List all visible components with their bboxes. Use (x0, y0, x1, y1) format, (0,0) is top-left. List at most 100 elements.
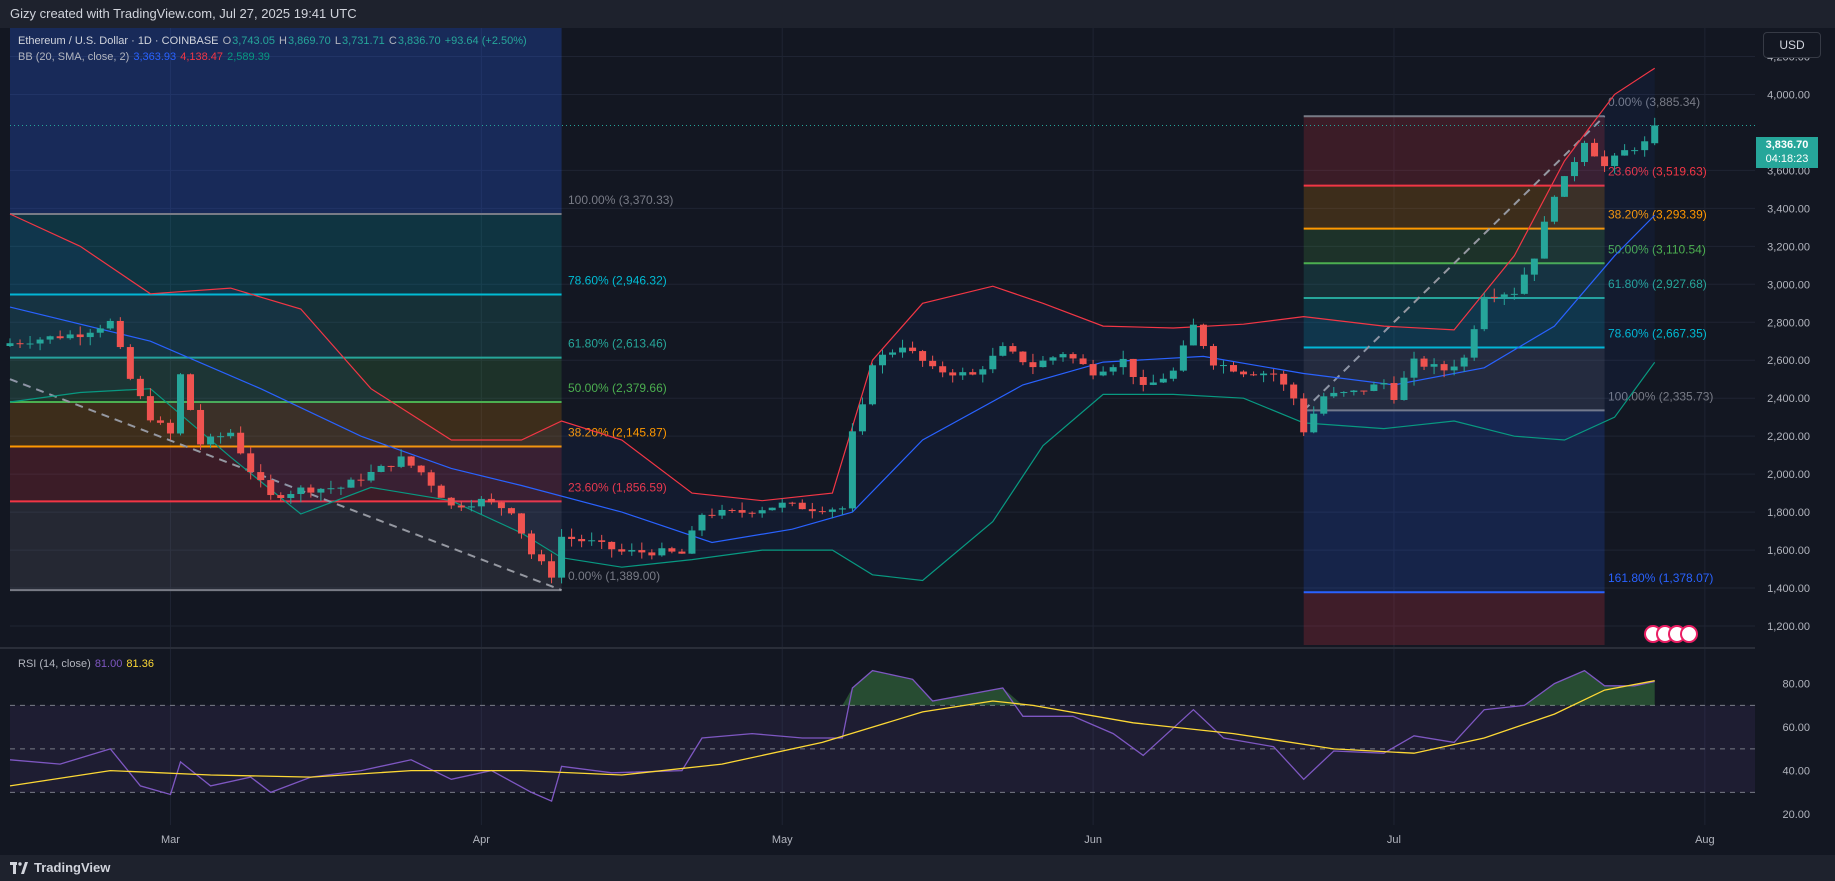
fibonacci-retracements[interactable]: 100.00% (3,370.33) 78.60% (2,946.32) 61.80… (9, 28, 1713, 645)
candle-body (1380, 383, 1388, 385)
candle-body (1079, 358, 1087, 365)
candle-body (497, 502, 505, 509)
fib-2-level-label: 100.00% (2,335.73) (1608, 389, 1713, 403)
candle-body (999, 346, 1007, 356)
candle-body (1360, 390, 1368, 392)
candle-body (217, 436, 225, 438)
high-value: 3,869.70 (287, 35, 331, 47)
candle-body (1450, 366, 1458, 371)
candle-body (237, 432, 245, 454)
candle-body (788, 502, 796, 504)
candle-body (36, 339, 44, 344)
candle-body (327, 488, 335, 490)
fib-2-zone (1303, 347, 1605, 411)
candle-body (1330, 392, 1338, 397)
symbol-legend: Ethereum / U.S. Dollar · 1D · COINBASE O… (18, 35, 528, 47)
candle-body (538, 554, 546, 562)
candle-body (1099, 371, 1107, 376)
price-tick-label: 1,400.00 (1767, 583, 1810, 595)
candle-body (1240, 371, 1248, 375)
candle-body (86, 332, 94, 338)
candle-body (247, 453, 255, 473)
time-tick-label: Jul (1387, 834, 1401, 846)
time-axis[interactable]: Mar Apr May Jun Jul Aug (161, 834, 1715, 846)
candle-body (1310, 413, 1318, 433)
event-flag-icon[interactable] (1680, 625, 1698, 643)
fib-extension-zone (10, 28, 562, 214)
candle-body (929, 360, 937, 367)
candle-body (1460, 357, 1468, 367)
candle-body (1260, 373, 1268, 376)
candle-body (1510, 293, 1518, 295)
candle-body (1581, 142, 1589, 163)
candle-body (257, 472, 265, 481)
candle-body (1480, 296, 1488, 330)
price-tick-label: 1,800.00 (1767, 507, 1810, 519)
candle-body (1560, 176, 1568, 197)
candle-body (307, 487, 315, 493)
candle-body (1591, 142, 1599, 157)
candle-body (568, 536, 576, 540)
bb-legend: BB (20, SMA, close, 2) 3,363.93 4,138.47… (18, 51, 271, 63)
bb-basis-value: 3,363.93 (133, 51, 177, 63)
candle-body (558, 536, 566, 578)
candle-body (1570, 162, 1578, 177)
candle-body (387, 465, 395, 467)
rsi-tick-label: 60.00 (1782, 722, 1810, 734)
candle-body (989, 355, 997, 370)
rsi-ma-value: 81.36 (126, 658, 154, 670)
fib-extension-zone (1303, 592, 1605, 645)
chart-canvas[interactable]: 100.00% (3,370.33) 78.60% (2,946.32) 61.80… (0, 28, 1835, 855)
currency-button[interactable]: USD (1763, 32, 1821, 58)
candle-body (748, 512, 756, 514)
price-tick-label: 2,800.00 (1767, 317, 1810, 329)
candle-body (979, 369, 987, 375)
candle-body (1139, 376, 1147, 385)
candle-body (1049, 357, 1057, 361)
economic-events-icon[interactable] (1644, 625, 1698, 645)
candle-body (1400, 377, 1408, 400)
fib-2-level-label: 61.80% (2,927.68) (1608, 277, 1707, 291)
candle-body (1550, 196, 1558, 222)
candle-body (16, 343, 24, 345)
candle-body (187, 374, 195, 410)
candle-body (1109, 367, 1117, 372)
candle-body (688, 530, 696, 554)
rsi-overbought-fill (10, 670, 1655, 706)
candle-body (1199, 324, 1207, 347)
candle-body (116, 320, 124, 348)
candle-body (1149, 382, 1157, 385)
candle-body (1159, 378, 1167, 383)
bb-fill (10, 68, 1655, 581)
candle-body (106, 320, 114, 329)
candle-body (1641, 141, 1649, 151)
candle-body (1340, 392, 1348, 394)
candle-body (919, 351, 927, 361)
candle-body (1179, 345, 1187, 371)
candle-body (1039, 360, 1047, 368)
candle-body (227, 432, 235, 437)
fib-1-zone (10, 357, 562, 403)
candle-body (848, 431, 856, 509)
candle-body (868, 365, 876, 405)
rsi-value: 81.00 (94, 658, 123, 670)
candle-body (708, 514, 716, 516)
tradingview-logo-icon (10, 862, 28, 874)
candle-body (698, 514, 706, 531)
candle-body (6, 343, 14, 346)
candle-body (146, 396, 154, 421)
fib-1-level-label: 50.00% (2,379.66) (568, 381, 667, 395)
candle-body (1189, 324, 1197, 346)
fib-2-zone (1303, 116, 1605, 186)
bb-upper-line (9, 67, 1656, 502)
candle-body (1601, 156, 1609, 167)
fib-1-zone (10, 213, 562, 295)
candle-body (718, 509, 726, 516)
candle-body (899, 347, 907, 353)
candle-body (447, 497, 455, 506)
price-tick-label: 4,000.00 (1767, 89, 1810, 101)
candle-body (66, 334, 74, 339)
rsi-pane (9, 669, 1755, 802)
candle-body (367, 471, 375, 481)
candle-body (1230, 365, 1238, 372)
